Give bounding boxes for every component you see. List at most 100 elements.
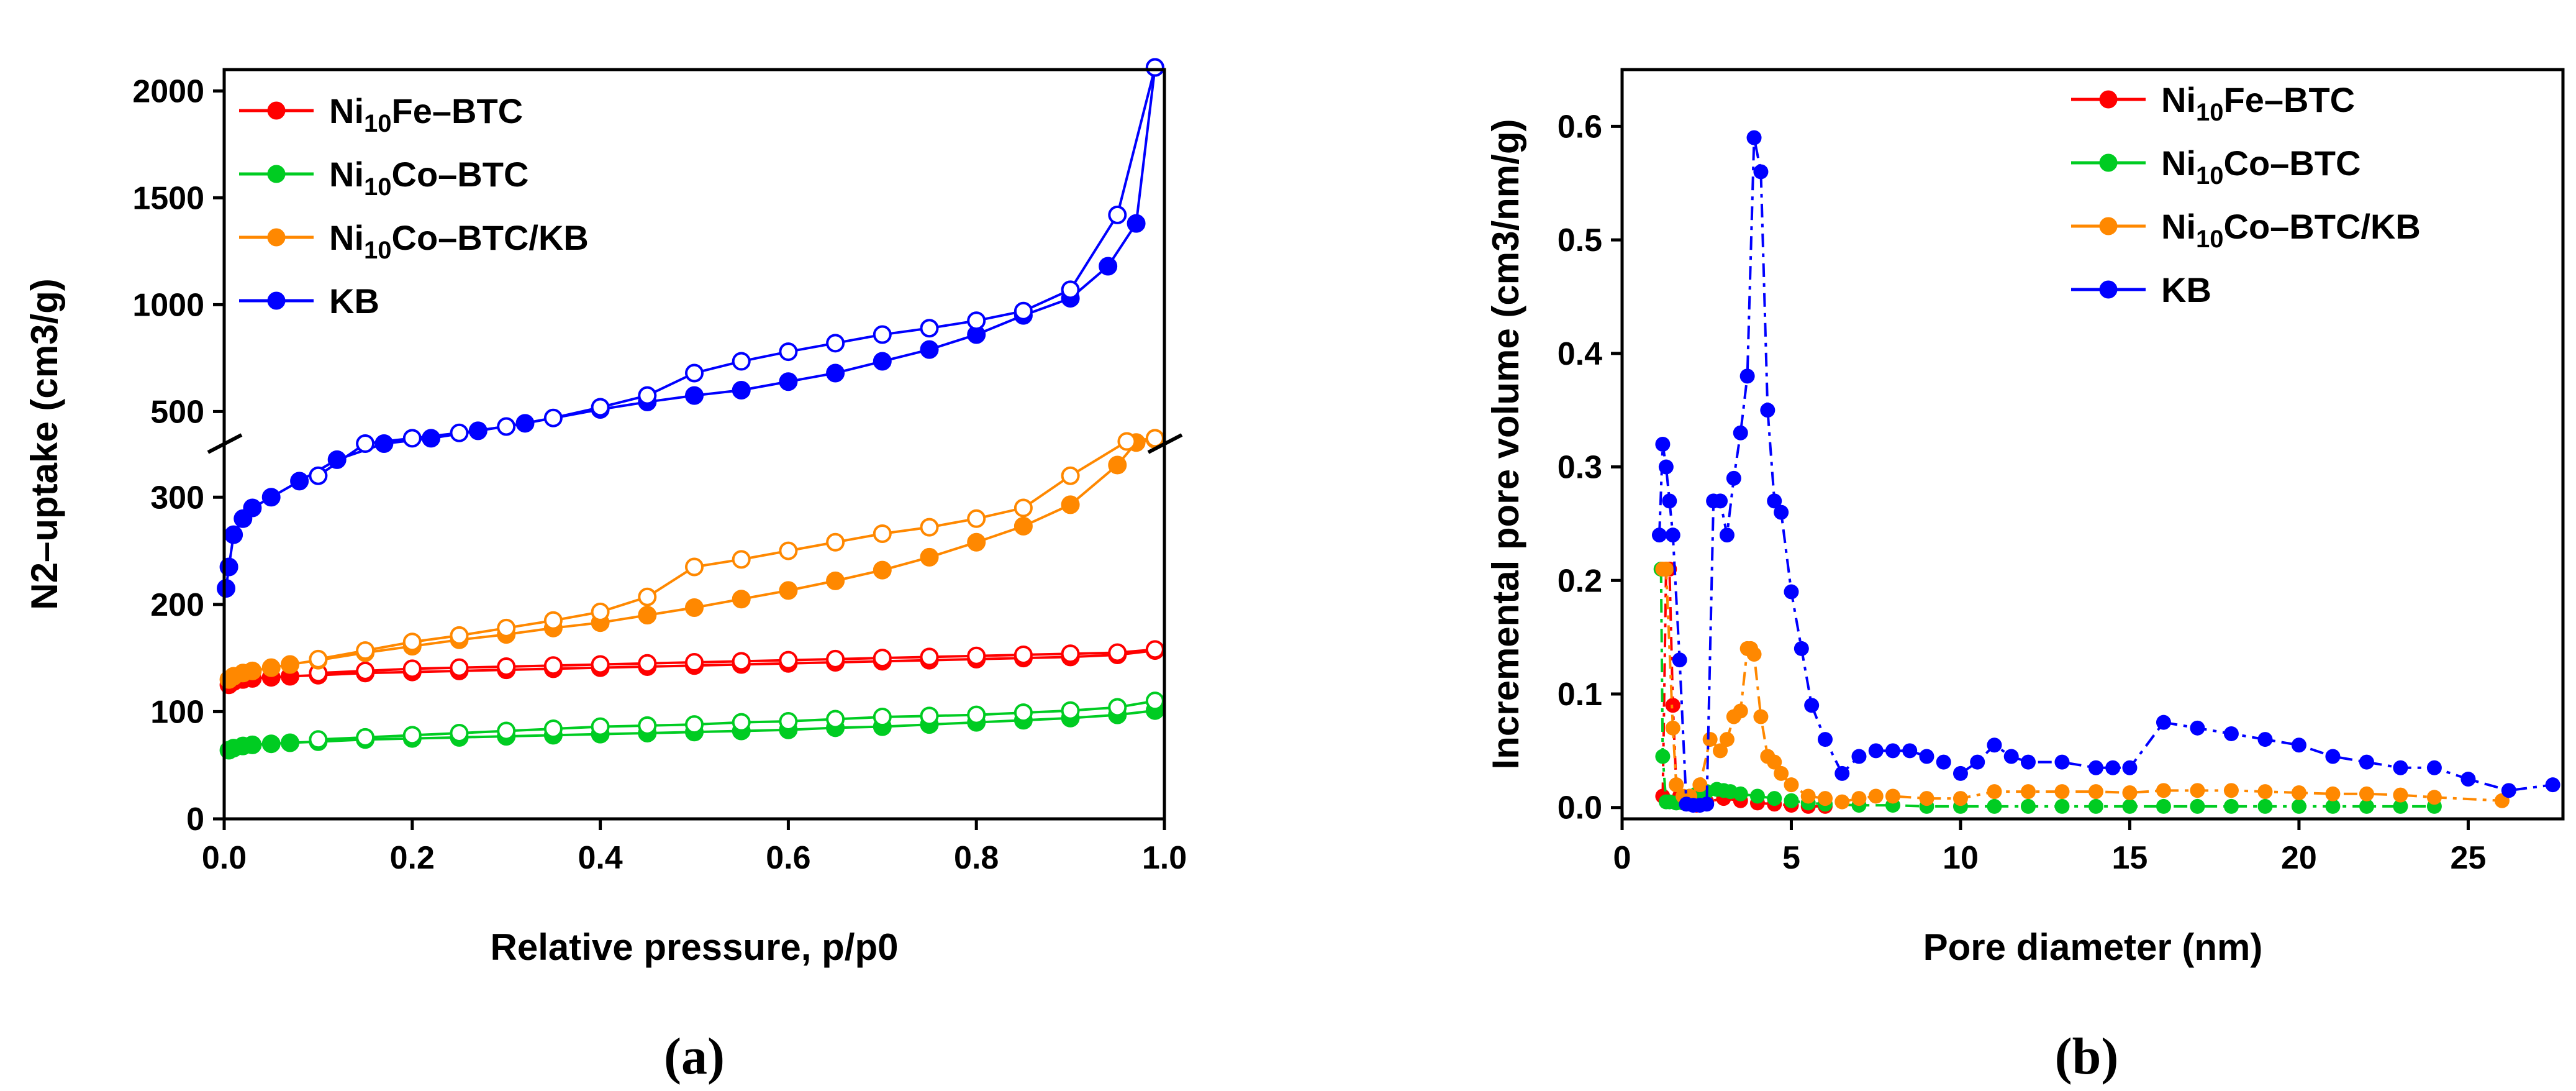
panel-a-data-point	[638, 716, 657, 735]
panel-b-y-tick-label: 0.2	[1558, 563, 1602, 599]
panel-a-x-tick-label: 0.4	[578, 840, 622, 876]
panel-a-legend-label-main: Ni	[329, 218, 364, 257]
panel-a-data-point	[497, 618, 516, 637]
panel-b-data-point	[2122, 760, 2138, 775]
panel-b-legend-label-sub: 10	[2196, 99, 2224, 126]
panel-b-data-point	[1702, 732, 1718, 747]
panel-a-y-axis-label-text: N2–uptake (cm3/g)	[24, 278, 65, 610]
panel-a-data-point	[356, 728, 375, 747]
panel-b-y-tick-label: 0.3	[1558, 450, 1602, 486]
panel-a-data-point	[1127, 214, 1146, 233]
panel-a-data-point	[826, 571, 845, 590]
panel-a-data-point	[826, 710, 845, 729]
panel-a-data-point	[920, 647, 939, 667]
panel-a-y-tick-label: 200	[150, 587, 204, 623]
panel-b-data-point	[1662, 493, 1677, 509]
panel-a-data-point	[779, 372, 798, 391]
panel-b-x-tick-label: 25	[2450, 840, 2486, 876]
panel-b-data-point	[2257, 798, 2273, 814]
panel-b-data-point	[2088, 760, 2103, 775]
panel-a-data-point	[1145, 692, 1164, 711]
panel-b-legend-marker	[2099, 217, 2118, 235]
panel-b-data-point	[2156, 798, 2171, 814]
panel-a-legend-label-main: Ni	[329, 155, 364, 194]
panel-b-data-point	[1885, 743, 1900, 759]
panel-a-data-point	[873, 524, 892, 543]
panel-b-data-point	[1726, 470, 1741, 486]
panel-a-data-point	[402, 429, 422, 448]
panel-a-y-tick-label: 100	[150, 694, 204, 730]
panel-a-data-point	[543, 611, 563, 630]
panel-a-data-point	[1061, 495, 1080, 514]
panel-b-x-axis-label: Pore diameter (nm)	[1923, 926, 2263, 968]
panel-b-data-point	[2393, 798, 2408, 814]
panel-b-data-point	[1987, 784, 2002, 800]
panel-b-data-point	[1658, 562, 1674, 577]
panel-b-data-point	[2190, 783, 2205, 798]
panel-b-data-point	[1919, 791, 1934, 806]
panel-b-data-point	[1719, 527, 1735, 543]
panel-b-y-tick-label: 0.5	[1558, 222, 1602, 258]
panel-b-x-tick-label: 0	[1613, 840, 1631, 876]
panel-b-data-point	[1817, 732, 1833, 747]
panel-a-legend-marker	[267, 228, 286, 247]
panel-a-data-point	[873, 352, 892, 371]
panel-b-x-tick-label: 15	[2112, 840, 2148, 876]
panel-a-data-point	[685, 386, 704, 405]
panel-a-data-point	[779, 581, 798, 600]
panel-b-data-point	[1713, 493, 1728, 509]
panel-b-data-point	[1655, 749, 1671, 764]
panel-a-legend-label: KB	[329, 281, 379, 321]
panel-a-data-point	[873, 708, 892, 727]
panel-a-data-point	[261, 488, 281, 507]
panel-a-x-tick-label: 1.0	[1142, 840, 1187, 876]
panel-a-data-point	[873, 560, 892, 580]
panel-b-legend-entry: Ni10Co–BTC/KB	[2071, 207, 2421, 253]
panel-b-y-axis-label-text: Incremental pore volume (cm3/nm/g)	[1485, 119, 1526, 770]
panel-b-plot-area	[1651, 130, 2560, 814]
panel-a-data-point	[1014, 516, 1033, 536]
panel-b-legend-entry: Ni10Fe–BTC	[2071, 80, 2355, 126]
panel-b-data-point	[1987, 737, 2002, 753]
panel-a-data-point	[280, 733, 299, 752]
panel-a-data-point	[920, 340, 939, 359]
panel-a-data-point	[920, 319, 939, 338]
panel-a-data-point	[1108, 643, 1127, 662]
panel-a-data-point	[1108, 455, 1127, 475]
panel-a-data-point	[732, 713, 751, 732]
panel-a-x-tick-label: 0.2	[390, 840, 435, 876]
panel-b-data-point	[1753, 709, 1769, 724]
panel-a-data-point	[422, 429, 441, 448]
panel-b-data-point	[2359, 798, 2374, 814]
panel-b-data-point	[2054, 798, 2070, 814]
panel-b-legend-label-main: Ni	[2161, 144, 2196, 183]
panel-b-legend-label: Ni10Co–BTC/KB	[2161, 207, 2421, 253]
panel-a-y-tick-label: 500	[150, 394, 204, 430]
panel-b-data-point	[1767, 493, 1782, 509]
panel-b-series	[1653, 562, 2442, 814]
panel-a-x-axis-label-text: Relative pressure, p/p0	[491, 926, 899, 968]
panel-a-data-point	[732, 590, 751, 609]
panel-a-x-tick-label: 0.0	[202, 840, 247, 876]
panel-b: 0 5 10 15 20 25 0.0 0.1 0.2 0.3 0.4 0.5 0.6 Pore dia…	[1485, 68, 2565, 1085]
panel-a-data-point	[1145, 58, 1164, 77]
panel-b-data-point	[2088, 784, 2103, 800]
panel-a-data-point	[967, 705, 986, 724]
panel-a-data-point	[826, 334, 845, 353]
panel-a-data-point	[450, 423, 469, 442]
panel-b-data-point	[2122, 798, 2138, 814]
panel-a-data-point	[873, 649, 892, 668]
panel-a-legend-marker	[267, 291, 286, 310]
panel-a-data-point	[374, 434, 394, 453]
panel-a-data-point	[1108, 698, 1127, 717]
panel-a-data-point	[1061, 280, 1080, 299]
panel-a-caption: (a)	[664, 1028, 725, 1085]
panel-b-data-point	[1753, 164, 1769, 180]
panel-a-data-point	[450, 626, 469, 645]
panel-b-legend-label-sub: 10	[2196, 162, 2224, 189]
panel-b-data-point	[1784, 584, 1799, 600]
panel-b-data-point	[1719, 732, 1735, 747]
panel-a-legend-label: Ni10Co–BTC	[329, 155, 528, 201]
panel-a-y-tick-label: 0	[186, 801, 204, 838]
